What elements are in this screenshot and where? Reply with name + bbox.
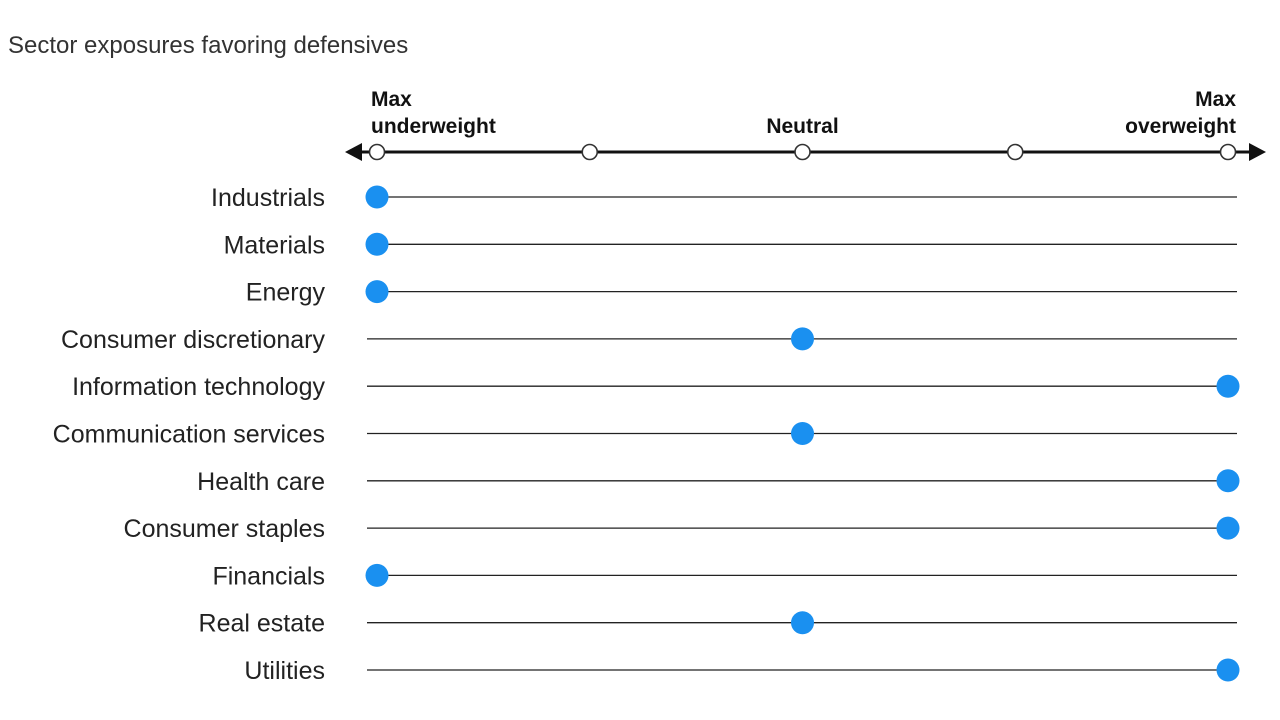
row-label-information-technology: Information technology [72, 373, 325, 401]
row-health-care: Health care [197, 468, 1240, 496]
row-label-communication-services: Communication services [53, 421, 325, 449]
exposure-dot-health-care [1216, 469, 1240, 493]
scale-label-min-line-2: underweight [371, 115, 496, 138]
row-label-consumer-staples: Consumer staples [124, 515, 325, 543]
exposure-dot-industrials [365, 185, 389, 209]
row-label-consumer-discretionary: Consumer discretionary [61, 326, 325, 354]
row-label-financials: Financials [212, 562, 325, 590]
row-real-estate: Real estate [199, 610, 1237, 638]
row-label-utilities: Utilities [244, 657, 325, 685]
chart-title: Sector exposures favoring defensives [8, 32, 409, 59]
axis-tick-marker [368, 143, 386, 161]
exposure-dot-materials [365, 232, 389, 256]
scale-label-max-line-1: Max [1195, 88, 1236, 111]
exposure-dot-communication-services [791, 422, 814, 445]
axis-tick-marker [1219, 143, 1237, 161]
exposure-dot-financials [365, 563, 389, 587]
row-utilities: Utilities [244, 657, 1240, 685]
row-consumer-discretionary: Consumer discretionary [61, 326, 1237, 354]
exposure-dot-utilities [1216, 658, 1240, 682]
scale-label-min-line-1: Max [371, 88, 412, 111]
axis-tick-marker [794, 143, 811, 161]
exposure-dot-information-technology [1216, 374, 1240, 398]
scale-labels: Max underweight Neutral Max overweight [371, 88, 1236, 138]
row-label-energy: Energy [246, 279, 326, 307]
row-information-technology: Information technology [72, 373, 1240, 401]
exposure-dot-consumer-staples [1216, 516, 1240, 540]
row-financials: Financials [212, 562, 1237, 590]
row-label-real-estate: Real estate [199, 610, 325, 638]
axis-arrow-left [345, 143, 362, 161]
axis-arrow-right [1249, 143, 1266, 161]
row-label-industrials: Industrials [211, 184, 325, 212]
row-label-materials: Materials [224, 231, 325, 259]
scale-label-neutral-line-1: Neutral [766, 115, 838, 138]
axis-tick-marker [581, 143, 599, 161]
row-industrials: Industrials [211, 184, 1237, 212]
exposure-axis [345, 143, 1266, 161]
row-communication-services: Communication services [53, 421, 1237, 449]
exposure-dot-real-estate [791, 611, 814, 635]
row-energy: Energy [246, 279, 1237, 307]
exposure-dot-energy [365, 280, 389, 304]
exposure-dot-consumer-discretionary [791, 327, 814, 351]
axis-tick-marker [1006, 143, 1024, 161]
scale-label-max-line-2: overweight [1125, 115, 1236, 138]
row-consumer-staples: Consumer staples [124, 515, 1240, 543]
sector-rows: Industrials Materials Energy Consumer discr… [53, 184, 1240, 685]
row-materials: Materials [224, 231, 1237, 259]
row-label-health-care: Health care [197, 468, 325, 496]
